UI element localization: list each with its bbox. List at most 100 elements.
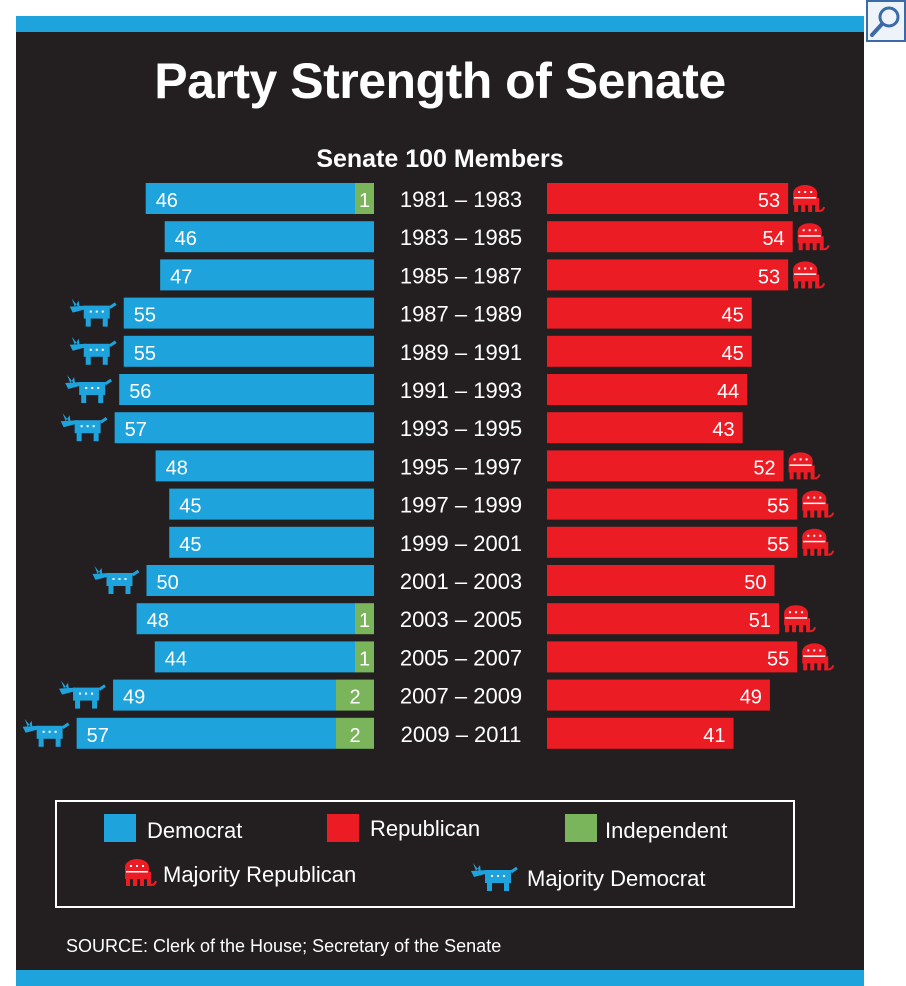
- chart-row: 48 1 2003 – 2005 51: [136, 603, 817, 635]
- chart-row: 44 1 2005 – 2007 55: [154, 641, 835, 673]
- chart-row: 56 1991 – 1993 44: [65, 374, 748, 405]
- year-range-label: 1993 – 1995: [400, 416, 522, 441]
- democrat-bar: [76, 717, 337, 749]
- elephant-icon: [802, 490, 835, 518]
- donkey-icon: [92, 566, 140, 594]
- year-range-label: 2001 – 2003: [400, 569, 522, 594]
- democrat-bar: [145, 183, 355, 214]
- year-range-label: 2003 – 2005: [400, 607, 522, 632]
- democrat-value-label: 48: [166, 457, 188, 479]
- chart-row: 45 1999 – 2001 55: [169, 526, 835, 558]
- republican-bar: [547, 335, 752, 367]
- chart-row: 55 1987 – 1989 45: [69, 297, 752, 329]
- year-range-label: 2005 – 2007: [400, 645, 522, 670]
- source-note: SOURCE: Clerk of the House; Secretary of…: [66, 936, 502, 956]
- republican-bar: [547, 297, 752, 329]
- donkey-icon: [59, 680, 106, 709]
- chart-row: 48 1995 – 1997 52: [155, 450, 821, 482]
- independent-value-label: 2: [349, 687, 360, 709]
- donkey-icon: [60, 413, 108, 442]
- republican-value-label: 49: [740, 687, 762, 709]
- year-range-label: 1989 – 1991: [400, 340, 522, 365]
- democrat-value-label: 56: [129, 381, 151, 403]
- elephant-icon: [784, 605, 817, 633]
- chart-row: 46 1983 – 1985 54: [164, 221, 830, 253]
- republican-value-label: 52: [753, 457, 775, 479]
- legend-swatch-republican: [327, 814, 359, 842]
- republican-value-label: 55: [767, 496, 789, 518]
- top-accent-stripe: [16, 16, 864, 32]
- republican-value-label: 45: [722, 343, 744, 365]
- legend-swatch-independent: [565, 814, 597, 842]
- democrat-value-label: 46: [175, 228, 197, 250]
- magnifier-icon[interactable]: [866, 0, 906, 42]
- independent-bar: [355, 641, 374, 673]
- republican-bar: [547, 450, 784, 482]
- democrat-bar: [160, 259, 374, 291]
- democrat-bar: [169, 488, 374, 520]
- democrat-value-label: 45: [179, 496, 201, 518]
- democrat-bar: [123, 335, 374, 367]
- democrat-bar: [164, 221, 374, 253]
- republican-value-label: 50: [744, 572, 766, 594]
- democrat-bar: [169, 526, 374, 558]
- donkey-icon: [22, 718, 70, 747]
- chart-row: 50 2001 – 2003 50: [92, 565, 775, 596]
- republican-bar: [547, 679, 770, 711]
- elephant-icon: [802, 528, 835, 556]
- chart-row: 55 1989 – 1991 45: [69, 335, 752, 367]
- legend: Democrat Republican Independent Majority…: [55, 800, 795, 908]
- chart-row: 47 1985 – 1987 53: [160, 259, 826, 291]
- democrat-value-label: 55: [134, 343, 156, 365]
- donkey-icon: [65, 375, 113, 403]
- republican-value-label: 53: [758, 266, 780, 288]
- independent-value-label: 1: [359, 190, 370, 212]
- republican-bar: [547, 526, 798, 558]
- democrat-bar: [136, 603, 355, 635]
- legend-swatch-democrat: [104, 814, 136, 842]
- chart-row: 49 2 2007 – 2009 49: [59, 679, 770, 711]
- legend-label-majority-republican: Majority Republican: [163, 862, 357, 887]
- elephant-icon: [797, 223, 830, 251]
- legend-label-majority-democrat: Majority Democrat: [527, 866, 706, 891]
- democrat-value-label: 47: [170, 266, 192, 288]
- chart-row: 57 1993 – 1995 43: [60, 412, 743, 444]
- donkey-icon: [69, 336, 117, 365]
- chart-row: 45 1997 – 1999 55: [169, 488, 835, 520]
- republican-value-label: 43: [712, 419, 734, 441]
- year-range-label: 1983 – 1985: [400, 225, 522, 250]
- independent-bar: [355, 183, 374, 214]
- elephant-icon: [125, 859, 157, 886]
- democrat-value-label: 50: [157, 572, 179, 594]
- legend-label-independent: Independent: [605, 818, 728, 843]
- democrat-bar: [154, 641, 355, 673]
- republican-bar: [547, 565, 775, 596]
- democrat-bar: [119, 374, 374, 405]
- democrat-bar: [114, 412, 375, 444]
- democrat-value-label: 55: [134, 305, 156, 327]
- year-range-label: 1991 – 1993: [400, 378, 522, 403]
- chart-title: Party Strength of Senate: [154, 53, 726, 109]
- republican-bar: [547, 488, 798, 520]
- independent-value-label: 1: [359, 610, 370, 632]
- democrat-value-label: 45: [179, 534, 201, 556]
- chart-subtitle: Senate 100 Members: [316, 145, 564, 173]
- year-range-label: 2007 – 2009: [400, 684, 522, 709]
- democrat-value-label: 48: [147, 610, 169, 632]
- democrat-bar: [113, 679, 336, 711]
- independent-bar: [336, 679, 374, 711]
- republican-bar: [547, 374, 748, 405]
- republican-bar: [547, 412, 743, 444]
- republican-bar: [547, 641, 798, 673]
- donkey-icon: [471, 863, 518, 891]
- democrat-value-label: 44: [165, 648, 187, 670]
- elephant-icon: [788, 452, 821, 480]
- republican-value-label: 51: [749, 610, 771, 632]
- republican-value-label: 41: [703, 725, 725, 747]
- year-range-label: 1999 – 2001: [400, 531, 522, 556]
- independent-bar: [355, 603, 374, 635]
- donkey-icon: [69, 298, 117, 327]
- democrat-bar: [155, 450, 374, 482]
- democrat-value-label: 57: [87, 725, 109, 747]
